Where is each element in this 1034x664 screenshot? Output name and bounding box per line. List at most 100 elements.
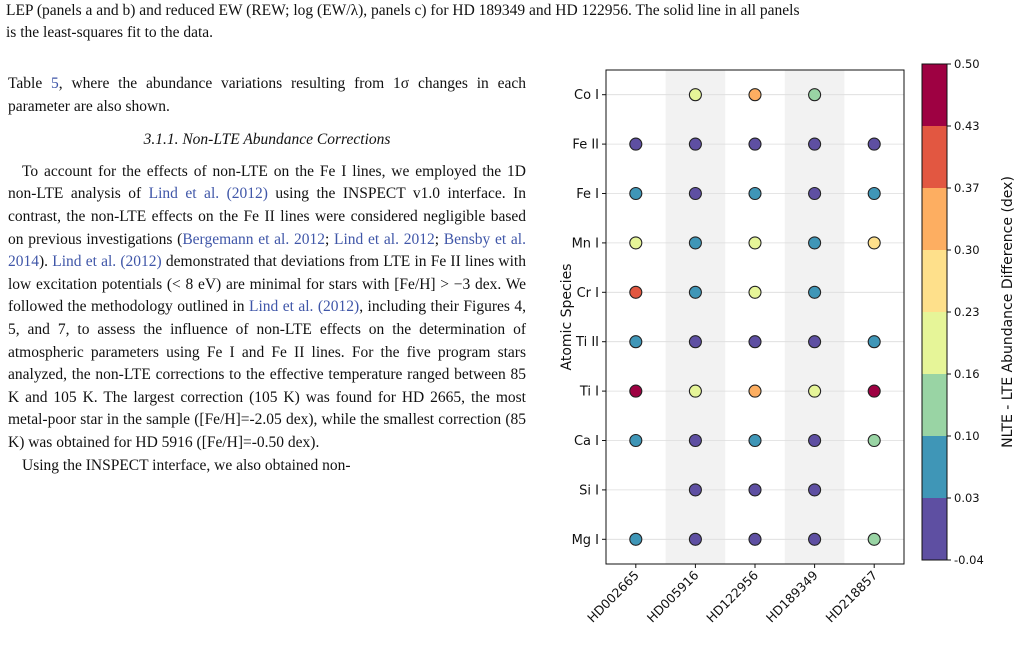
x-tick-label: HD189349 <box>763 567 821 625</box>
colorbar-tick-label: 0.30 <box>954 243 980 257</box>
data-point <box>867 433 881 448</box>
para2-text-1: To account for the effects of non-LTE on… <box>8 162 526 203</box>
y-tick-label: Ti I <box>579 385 599 400</box>
data-point <box>748 285 762 299</box>
data-point <box>748 335 762 349</box>
table-link[interactable]: 5 <box>51 75 59 92</box>
subsection-title: 3.1.1. Non-LTE Abundance Corrections <box>143 131 391 149</box>
colorbar-segment <box>922 312 947 374</box>
data-point <box>688 335 702 349</box>
citation-link-lind-2[interactable]: Lind et al. 2012 <box>334 230 435 248</box>
paragraph-1: Table 5, where the abundance variations … <box>8 73 526 118</box>
colorbar-tick-label: 0.43 <box>954 119 980 133</box>
x-tick-label: HD002665 <box>584 568 642 626</box>
colorbar-tick-label: 0.50 <box>954 57 980 71</box>
data-point <box>808 88 822 102</box>
data-point <box>629 186 643 201</box>
data-point <box>688 285 702 299</box>
y-tick-label: Mg I <box>572 533 599 548</box>
para2-text-7: , including their Figures 4, 5, and 7, t… <box>8 298 526 451</box>
nlte-abundance-figure: Co I Fe II Fe I Mn I Cr I Ti II Ti I Ca I Si I Mg… <box>535 52 1034 664</box>
data-point <box>808 483 822 497</box>
data-point <box>748 236 762 250</box>
data-point <box>808 532 822 546</box>
citation-link-lind-1[interactable]: Lind et al. (2012) <box>148 185 268 203</box>
x-tick-label: HD122956 <box>703 567 761 625</box>
y-tick-label: Ca I <box>574 434 599 449</box>
data-point <box>748 483 762 497</box>
para2-text-5: ). <box>39 253 53 271</box>
data-point <box>629 236 643 250</box>
y-tick-label: Cr I <box>577 286 599 301</box>
data-point <box>867 137 881 151</box>
caption-line-1: LEP (panels a and b) and reduced EW (REW… <box>6 2 800 19</box>
caption-line-2: is the least-squares fit to the data. <box>6 24 214 41</box>
shaded-column-band <box>784 70 845 564</box>
para2-text-4: ; <box>434 230 444 248</box>
y-tick-label: Fe I <box>576 187 599 202</box>
data-point <box>748 137 762 151</box>
colorbar-tick-label: 0.03 <box>954 491 980 505</box>
data-point <box>688 384 702 398</box>
data-point <box>629 433 643 448</box>
para2-text-3: ; <box>324 230 334 248</box>
para1-text-a: Table <box>8 75 52 92</box>
data-point <box>808 384 822 398</box>
colorbar-segment <box>922 126 947 188</box>
data-point <box>688 433 702 448</box>
data-point <box>867 532 881 546</box>
colorbar-tick-label: 0.37 <box>954 181 980 195</box>
paragraph-2: To account for the effects of non-LTE on… <box>8 161 526 455</box>
data-point <box>748 88 762 102</box>
data-point <box>867 186 881 201</box>
colorbar-tick-label: 0.23 <box>954 305 980 319</box>
data-point <box>629 384 643 398</box>
colorbar-tick-label: 0.10 <box>954 429 980 443</box>
data-point <box>748 532 762 546</box>
data-point <box>808 137 822 151</box>
data-point <box>629 285 643 299</box>
citation-link-lind-3[interactable]: Lind et al. (2012) <box>52 253 162 271</box>
colorbar-tick-label: -0.04 <box>954 553 984 567</box>
data-point <box>867 335 881 349</box>
data-point <box>808 335 822 349</box>
colorbar-segment <box>922 498 947 560</box>
data-point <box>629 137 643 151</box>
y-tick-label: Co I <box>574 88 599 103</box>
data-point <box>629 335 643 349</box>
colorbar-label: NLTE - LTE Abundance Difference (dex) <box>1000 176 1016 448</box>
colorbar-segment <box>922 188 947 250</box>
para2-text-6: demonstrated that deviations from LTE in… <box>8 253 526 316</box>
colorbar-segment <box>922 64 947 126</box>
para2-text-2: using the INSPECT v1.0 interface. In con… <box>8 185 526 248</box>
body-text: Table 5, where the abundance variations … <box>8 73 526 477</box>
abundance-chart: Co I Fe II Fe I Mn I Cr I Ti II Ti I Ca I Si I Mg… <box>559 57 1016 626</box>
data-point <box>748 384 762 398</box>
para1-text-b: , where the abundance variations resulti… <box>8 75 526 115</box>
data-point <box>808 186 822 201</box>
data-point <box>867 236 881 250</box>
data-point <box>748 186 762 201</box>
citation-link-bergemann[interactable]: Bergemann et al. 2012 <box>182 230 325 248</box>
y-tick-label: Ti II <box>575 335 599 350</box>
x-tick-label: HD005916 <box>644 567 702 625</box>
y-axis-label: Atomic Species <box>559 264 575 371</box>
shaded-column-band <box>665 70 726 564</box>
data-point <box>629 532 643 546</box>
colorbar-tick-label: 0.16 <box>954 367 980 381</box>
paragraph-3: Using the INSPECT interface, we also obt… <box>22 456 351 474</box>
colorbar-segment <box>922 250 947 312</box>
data-point <box>808 236 822 250</box>
data-point <box>688 532 702 546</box>
data-point <box>808 433 822 448</box>
data-point <box>688 137 702 151</box>
y-tick-label: Si I <box>579 483 599 498</box>
data-point <box>688 88 702 102</box>
data-point <box>688 483 702 497</box>
data-point <box>808 285 822 299</box>
citation-link-bensby[interactable]: Bensby et al. 2014 <box>8 230 526 271</box>
citation-link-lind-4[interactable]: Lind et al. (2012) <box>248 298 360 316</box>
data-point <box>688 186 702 201</box>
data-point <box>867 384 881 398</box>
data-point <box>748 433 762 448</box>
